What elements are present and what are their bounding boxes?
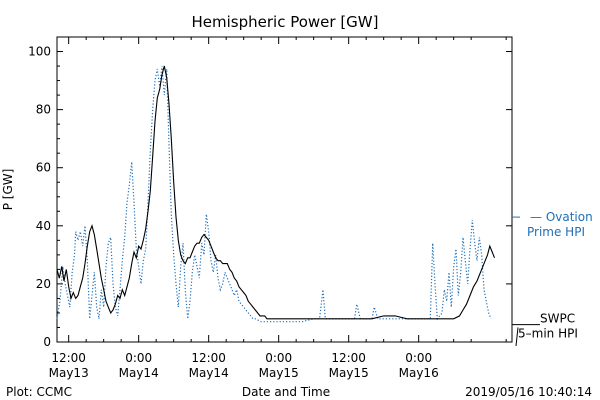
y-tick-label: 60 (36, 161, 51, 175)
swpc-label-line1: SWPC (540, 312, 575, 326)
swpc-label-leader-tail (515, 327, 519, 347)
plot-credit: Plot: CCMC (6, 385, 72, 399)
x-tick-label-time: 0:00 (125, 351, 152, 365)
y-tick-label: 0 (43, 335, 51, 349)
ovation-label-line2: Prime HPI (527, 225, 585, 239)
y-tick-label: 40 (36, 219, 51, 233)
x-tick-label-date: May13 (49, 366, 89, 380)
x-axis-ticks: 12:00May130:00May1412:00May140:00May1512… (49, 37, 507, 380)
x-tick-label-date: May14 (119, 366, 159, 380)
x-tick-label-date: May14 (189, 366, 229, 380)
y-tick-label: 20 (36, 277, 51, 291)
chart-title: Hemispheric Power [GW] (192, 13, 379, 31)
swpc-label-line2: 5–min HPI (518, 327, 578, 341)
ovation-label-line1: — Ovation (530, 210, 593, 224)
x-tick-label-time: 12:00 (331, 351, 366, 365)
x-tick-label-date: May15 (329, 366, 369, 380)
plot-timestamp: 2019/05/16 10:40:14 (465, 385, 592, 399)
swpc-hpi-line (56, 65, 496, 320)
ovation-prime-hpi-line (56, 65, 492, 323)
y-tick-label: 80 (36, 103, 51, 117)
y-tick-label: 100 (28, 45, 51, 59)
x-tick-label-date: May15 (259, 366, 299, 380)
y-axis-label: P [GW] (1, 169, 15, 211)
x-tick-label-time: 0:00 (405, 351, 432, 365)
plot-area-frame (56, 36, 513, 343)
x-tick-label-time: 12:00 (191, 351, 226, 365)
x-tick-label-time: 0:00 (265, 351, 292, 365)
x-tick-label-time: 12:00 (51, 351, 86, 365)
x-axis-label: Date and Time (242, 385, 330, 399)
x-tick-label-date: May16 (399, 366, 439, 380)
y-axis-ticks: 0 20 40 60 80 100 (28, 36, 512, 349)
series-lines (56, 65, 496, 323)
